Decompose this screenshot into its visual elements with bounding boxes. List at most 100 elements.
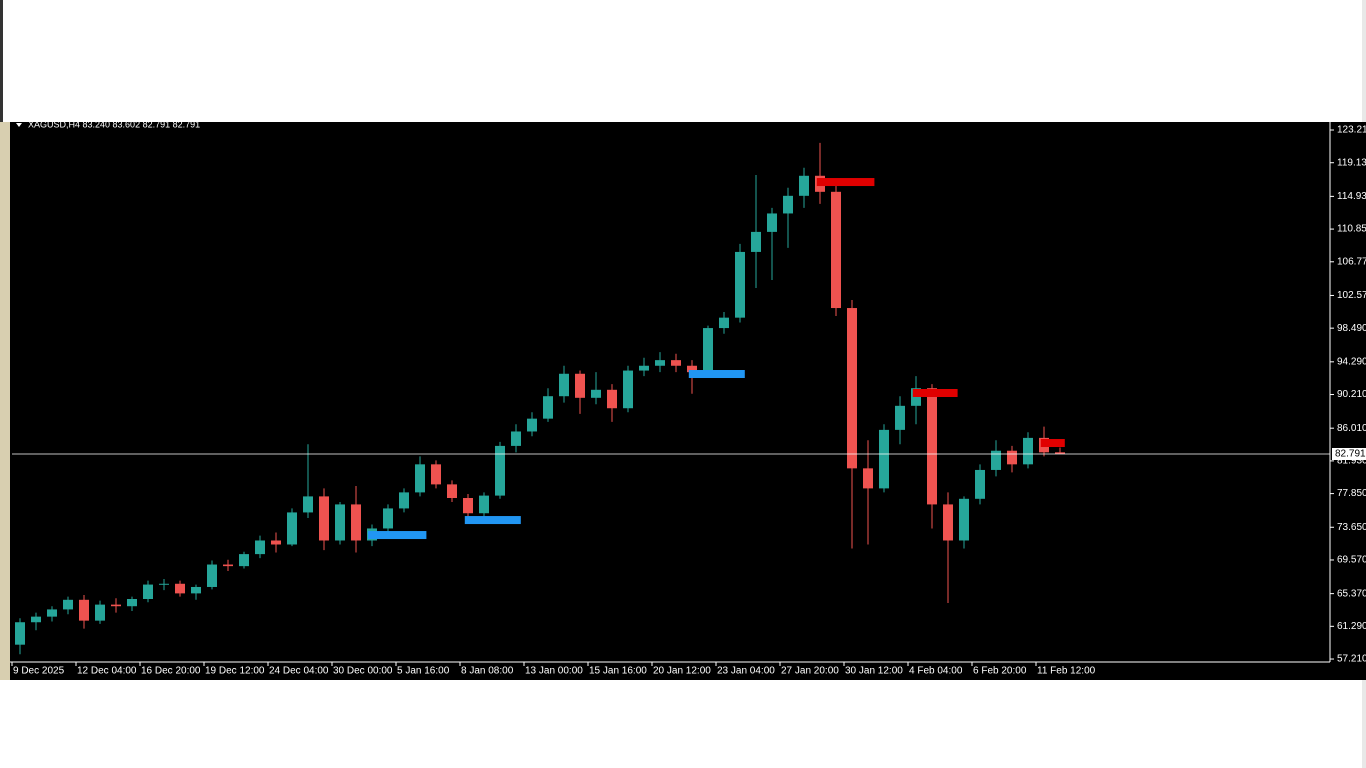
candle-body xyxy=(1007,450,1017,465)
x-tick-label: 6 Feb 20:00 xyxy=(973,666,1027,677)
side-panel xyxy=(0,122,10,680)
y-tick-label: 114.930 xyxy=(1337,191,1366,202)
candle-body xyxy=(383,508,393,529)
y-tick-label: 61.290 xyxy=(1337,621,1366,632)
menu-arrow[interactable] xyxy=(16,123,22,127)
candle-body xyxy=(159,583,169,585)
zone xyxy=(368,531,427,540)
candle-body xyxy=(175,583,185,594)
candle-body xyxy=(351,504,361,541)
x-tick-label: 8 Jan 08:00 xyxy=(461,666,514,677)
candle-body xyxy=(767,213,777,232)
candle-body xyxy=(751,231,761,252)
candle-body xyxy=(911,388,921,406)
y-tick-label: 81.930 xyxy=(1337,456,1366,467)
candle-body xyxy=(287,512,297,545)
y-tick-label: 73.650 xyxy=(1337,522,1366,533)
candle-body xyxy=(207,564,217,587)
candle-body xyxy=(31,616,41,623)
candle-body xyxy=(191,586,201,594)
candle-body xyxy=(543,396,553,419)
zone xyxy=(688,370,745,379)
candle-body xyxy=(975,469,985,499)
x-tick-label: 23 Jan 04:00 xyxy=(717,666,775,677)
zone xyxy=(816,178,875,187)
candle-body xyxy=(703,328,713,373)
symbol-info: XAGUSD,H4 83.240 83.602 82.791 82.791 xyxy=(28,119,200,129)
candle-body xyxy=(671,360,681,366)
candle-body xyxy=(719,317,729,329)
y-tick-label: 110.850 xyxy=(1337,224,1366,235)
candle-body xyxy=(1023,437,1033,465)
y-tick-label: 106.770 xyxy=(1337,256,1366,267)
candle-body xyxy=(991,450,1001,470)
candle-body xyxy=(863,468,873,489)
x-tick-label: 19 Dec 12:00 xyxy=(205,666,265,677)
zone xyxy=(464,516,521,525)
candle-body xyxy=(783,195,793,214)
candle-body xyxy=(111,604,121,607)
x-tick-label: 4 Feb 04:00 xyxy=(909,666,963,677)
price-label: 82.791 xyxy=(1335,449,1366,460)
candle-body xyxy=(799,175,809,196)
candle-body xyxy=(511,431,521,446)
y-tick-label: 123.210 xyxy=(1337,125,1366,136)
candle-body xyxy=(735,251,745,318)
candle-body xyxy=(479,495,489,514)
candle-body xyxy=(399,492,409,509)
candle-body xyxy=(831,191,841,309)
candle-body xyxy=(335,504,345,541)
x-tick-label: 13 Jan 00:00 xyxy=(525,666,583,677)
candle-body xyxy=(79,599,89,621)
candle-body xyxy=(895,405,905,430)
candle-body xyxy=(687,365,697,373)
candle-body xyxy=(463,498,473,514)
x-tick-label: 20 Jan 12:00 xyxy=(653,666,711,677)
candle-body xyxy=(63,599,73,610)
zone xyxy=(1040,439,1065,448)
candle-body xyxy=(143,584,153,599)
y-tick-label: 119.130 xyxy=(1337,157,1366,168)
candle-body xyxy=(127,598,137,607)
candle-body xyxy=(847,308,857,469)
y-tick-label: 90.210 xyxy=(1337,389,1366,400)
candle-body xyxy=(655,360,665,366)
candle-body xyxy=(527,418,537,432)
x-tick-label: 5 Jan 16:00 xyxy=(397,666,450,677)
candle-body xyxy=(255,540,265,555)
candle-body xyxy=(303,496,313,513)
candle-body xyxy=(47,609,57,617)
y-tick-label: 94.290 xyxy=(1337,356,1366,367)
price-label-box xyxy=(1332,447,1366,460)
chart-area xyxy=(0,122,1366,680)
x-tick-label: 15 Jan 16:00 xyxy=(589,666,647,677)
candle-body xyxy=(495,445,505,496)
candle-body xyxy=(239,554,249,567)
candle-body xyxy=(431,464,441,485)
x-tick-label: 11 Feb 12:00 xyxy=(1037,666,1096,677)
candle-body xyxy=(607,389,617,409)
x-tick-label: 30 Dec 00:00 xyxy=(333,666,393,677)
candle-body xyxy=(575,373,585,398)
candle-body xyxy=(927,388,937,505)
candle-body xyxy=(447,484,457,499)
x-tick-label: 24 Dec 04:00 xyxy=(269,666,329,677)
candle-body xyxy=(623,370,633,409)
y-tick-label: 86.010 xyxy=(1337,423,1366,434)
candle-body xyxy=(879,429,889,489)
candle-body xyxy=(223,564,233,567)
y-tick-label: 69.570 xyxy=(1337,555,1366,566)
zone xyxy=(912,389,958,398)
x-tick-label: 27 Jan 20:00 xyxy=(781,666,839,677)
candle-body xyxy=(415,464,425,493)
left-edge xyxy=(0,0,3,122)
x-tick-label: 30 Jan 12:00 xyxy=(845,666,903,677)
candle-body xyxy=(639,365,649,371)
candle-body xyxy=(271,540,281,545)
candle-body xyxy=(591,389,601,398)
y-tick-label: 77.850 xyxy=(1337,488,1366,499)
candle-body xyxy=(1055,452,1065,454)
x-tick-label: 12 Dec 04:00 xyxy=(77,666,137,677)
